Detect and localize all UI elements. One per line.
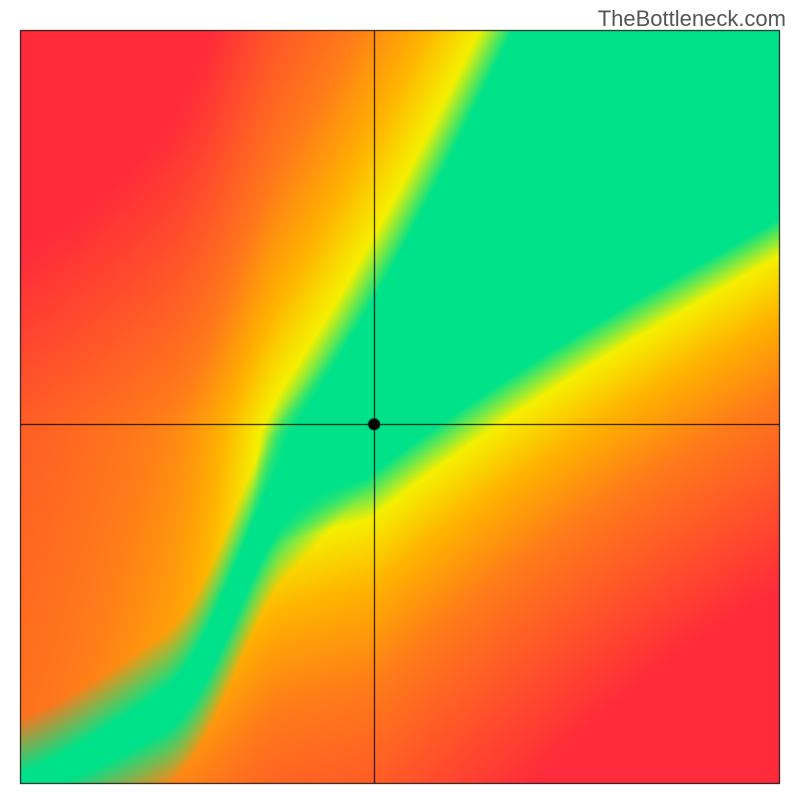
chart-container: TheBottleneck.com bbox=[0, 0, 800, 800]
watermark-text: TheBottleneck.com bbox=[598, 6, 786, 32]
bottleneck-heatmap-canvas bbox=[0, 0, 800, 800]
